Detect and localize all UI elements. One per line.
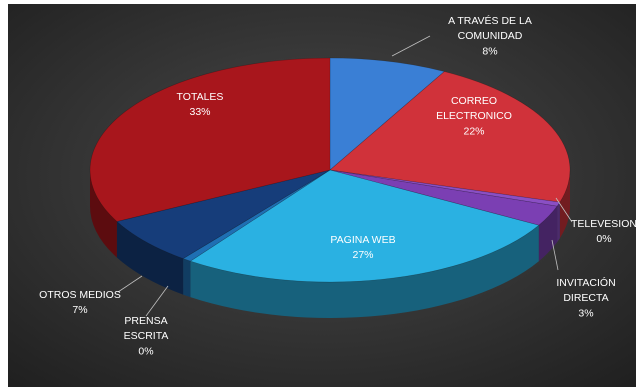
data-label-televesion: TELEVESION 0% <box>571 218 637 245</box>
pie-slice-televesion <box>329 169 561 207</box>
pie-slice-otros-medios <box>116 169 331 259</box>
data-label-prensa-escrita: PRENSA ESCRITA 0% <box>124 315 169 357</box>
pie-side-totales <box>90 170 117 258</box>
pie-side-pagina-web <box>190 225 539 318</box>
data-label-otros-medios: OTROS MEDIOS 7% <box>39 289 121 316</box>
data-label-totales: TOTALES 33% <box>177 91 224 118</box>
pie-slice-correo-electronico <box>329 71 571 203</box>
data-label-a-traves-de-la-comunidad: A TRAVÉS DE LA COMUNIDAD 8% <box>448 14 532 57</box>
leader-line-otros-medios <box>117 275 143 293</box>
leader-line-a-traves-de-la-comunidad <box>391 35 431 57</box>
leader-line-prensa-escrita <box>145 285 169 317</box>
data-label-invitacion-directa: INVITACIÓN DIRECTA 3% <box>556 276 615 319</box>
pie-slice-invitacion-directa <box>329 169 558 226</box>
leader-line-invitacion-directa <box>551 239 559 271</box>
pie-side-invitacion-directa <box>538 206 558 262</box>
data-labels: A TRAVÉS DE LA COMUNIDAD 8% CORREO ELECTRONI… <box>39 14 637 357</box>
pie-side-prensa-escrita <box>183 258 191 298</box>
pie-slice-a-traves-de-la-comunidad <box>329 57 445 171</box>
pie-side-televesion <box>557 202 560 243</box>
data-label-correo-electronico: CORREO ELECTRONICO 22% <box>436 95 512 137</box>
pie-side-correo-electronico <box>559 170 570 239</box>
pie-slice-totales <box>89 57 331 222</box>
data-label-pagina-web: PAGINA WEB 27% <box>330 234 395 261</box>
pie-slice-pagina-web <box>189 169 540 283</box>
pie-slices <box>89 57 571 283</box>
pie-slice-prensa-escrita <box>182 169 331 262</box>
pie-sides <box>90 170 570 318</box>
leader-line-televesion <box>555 197 573 223</box>
leader-lines <box>117 35 573 317</box>
pie-side-otros-medios <box>116 221 184 295</box>
